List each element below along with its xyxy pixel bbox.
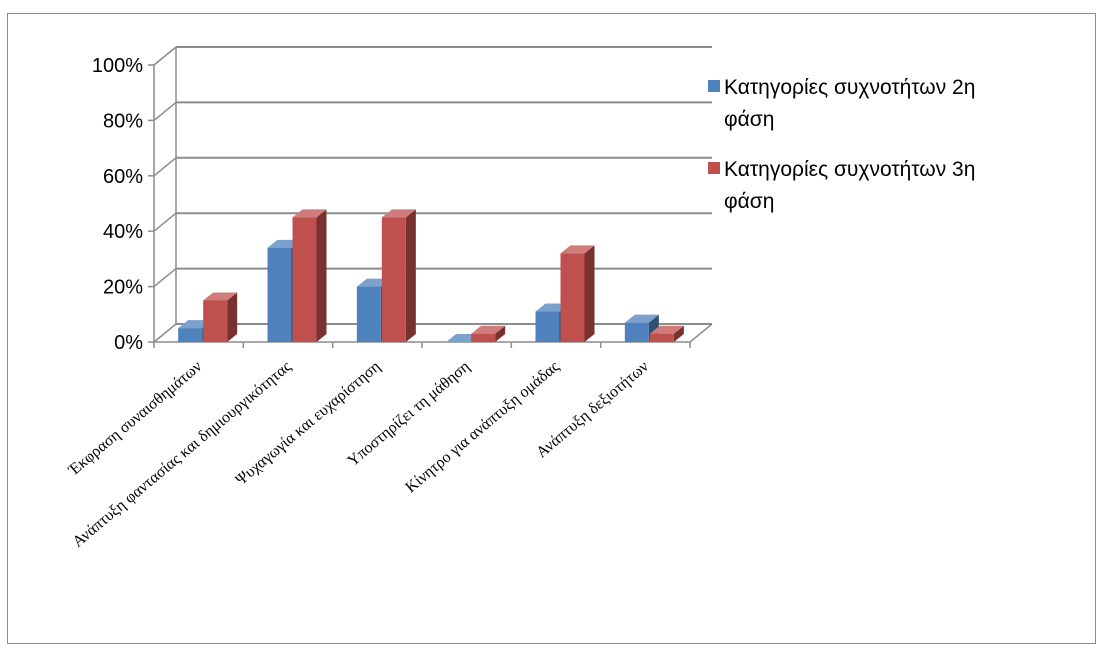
- gridline-side: [153, 323, 177, 343]
- bar-side: [227, 292, 238, 342]
- gridline-side: [153, 101, 177, 121]
- gridlines: [153, 46, 712, 343]
- gridline-side: [153, 268, 177, 288]
- bar-top: [381, 209, 416, 218]
- bar: [381, 209, 416, 342]
- bar-side: [495, 325, 506, 342]
- bar-top: [649, 325, 684, 334]
- bar-side: [405, 209, 416, 342]
- legend-item: Κατηγορίες συχνοτήτων 2η φάση: [708, 76, 975, 131]
- bar: [649, 325, 684, 342]
- y-tick-label: 0%: [114, 332, 143, 354]
- y-tick-label: 80%: [103, 110, 143, 132]
- bar: [292, 209, 327, 342]
- bar: [471, 325, 506, 342]
- bar-front: [203, 300, 228, 342]
- legend-swatch: [708, 162, 720, 174]
- y-tick-label: 20%: [103, 277, 143, 299]
- bar-top: [560, 245, 595, 254]
- bar-top: [624, 314, 659, 323]
- bars: [178, 209, 684, 342]
- bar-front: [560, 253, 585, 342]
- bar-front: [471, 333, 496, 342]
- y-tick-label: 100%: [92, 55, 143, 77]
- y-tick-label: 60%: [103, 166, 143, 188]
- legend-label: Κατηγορίες συχνοτήτων 2η: [724, 76, 975, 99]
- bar-side: [673, 325, 684, 342]
- bar: [560, 245, 595, 342]
- bar-front: [381, 217, 406, 342]
- bar-top: [292, 209, 327, 218]
- bar: [203, 292, 238, 342]
- bar-side: [316, 209, 327, 342]
- bar-top: [471, 325, 506, 334]
- legend-swatch: [708, 80, 720, 92]
- x-category-label: Ψυχαγωγία και ευχαρίστηση: [233, 358, 384, 489]
- bar-top: [203, 292, 238, 301]
- bar-front: [356, 286, 381, 342]
- x-category-label: Κίνητρο για ανάπτυξη ομάδας: [402, 358, 563, 497]
- bar-front: [267, 247, 292, 342]
- gridline-side: [153, 46, 177, 66]
- bar-front: [649, 333, 674, 342]
- axes: [153, 47, 713, 348]
- legend-label: φάση: [724, 108, 774, 131]
- legend-item: Κατηγορίες συχνοτήτων 3η φάση: [708, 158, 975, 213]
- gridline-side: [153, 212, 177, 232]
- y-axis-ticks: 0% 20% 40% 60% 80% 100%: [92, 55, 154, 354]
- bar-side: [584, 245, 595, 342]
- gridline-side: [153, 157, 177, 177]
- bar-front: [292, 217, 317, 342]
- bar-front: [624, 322, 649, 342]
- y-tick-label: 40%: [103, 221, 143, 243]
- legend-label: φάση: [724, 190, 774, 213]
- bar-front: [535, 311, 560, 342]
- legend-label: Κατηγορίες συχνοτήτων 3η: [724, 158, 975, 181]
- bar-front: [178, 328, 203, 342]
